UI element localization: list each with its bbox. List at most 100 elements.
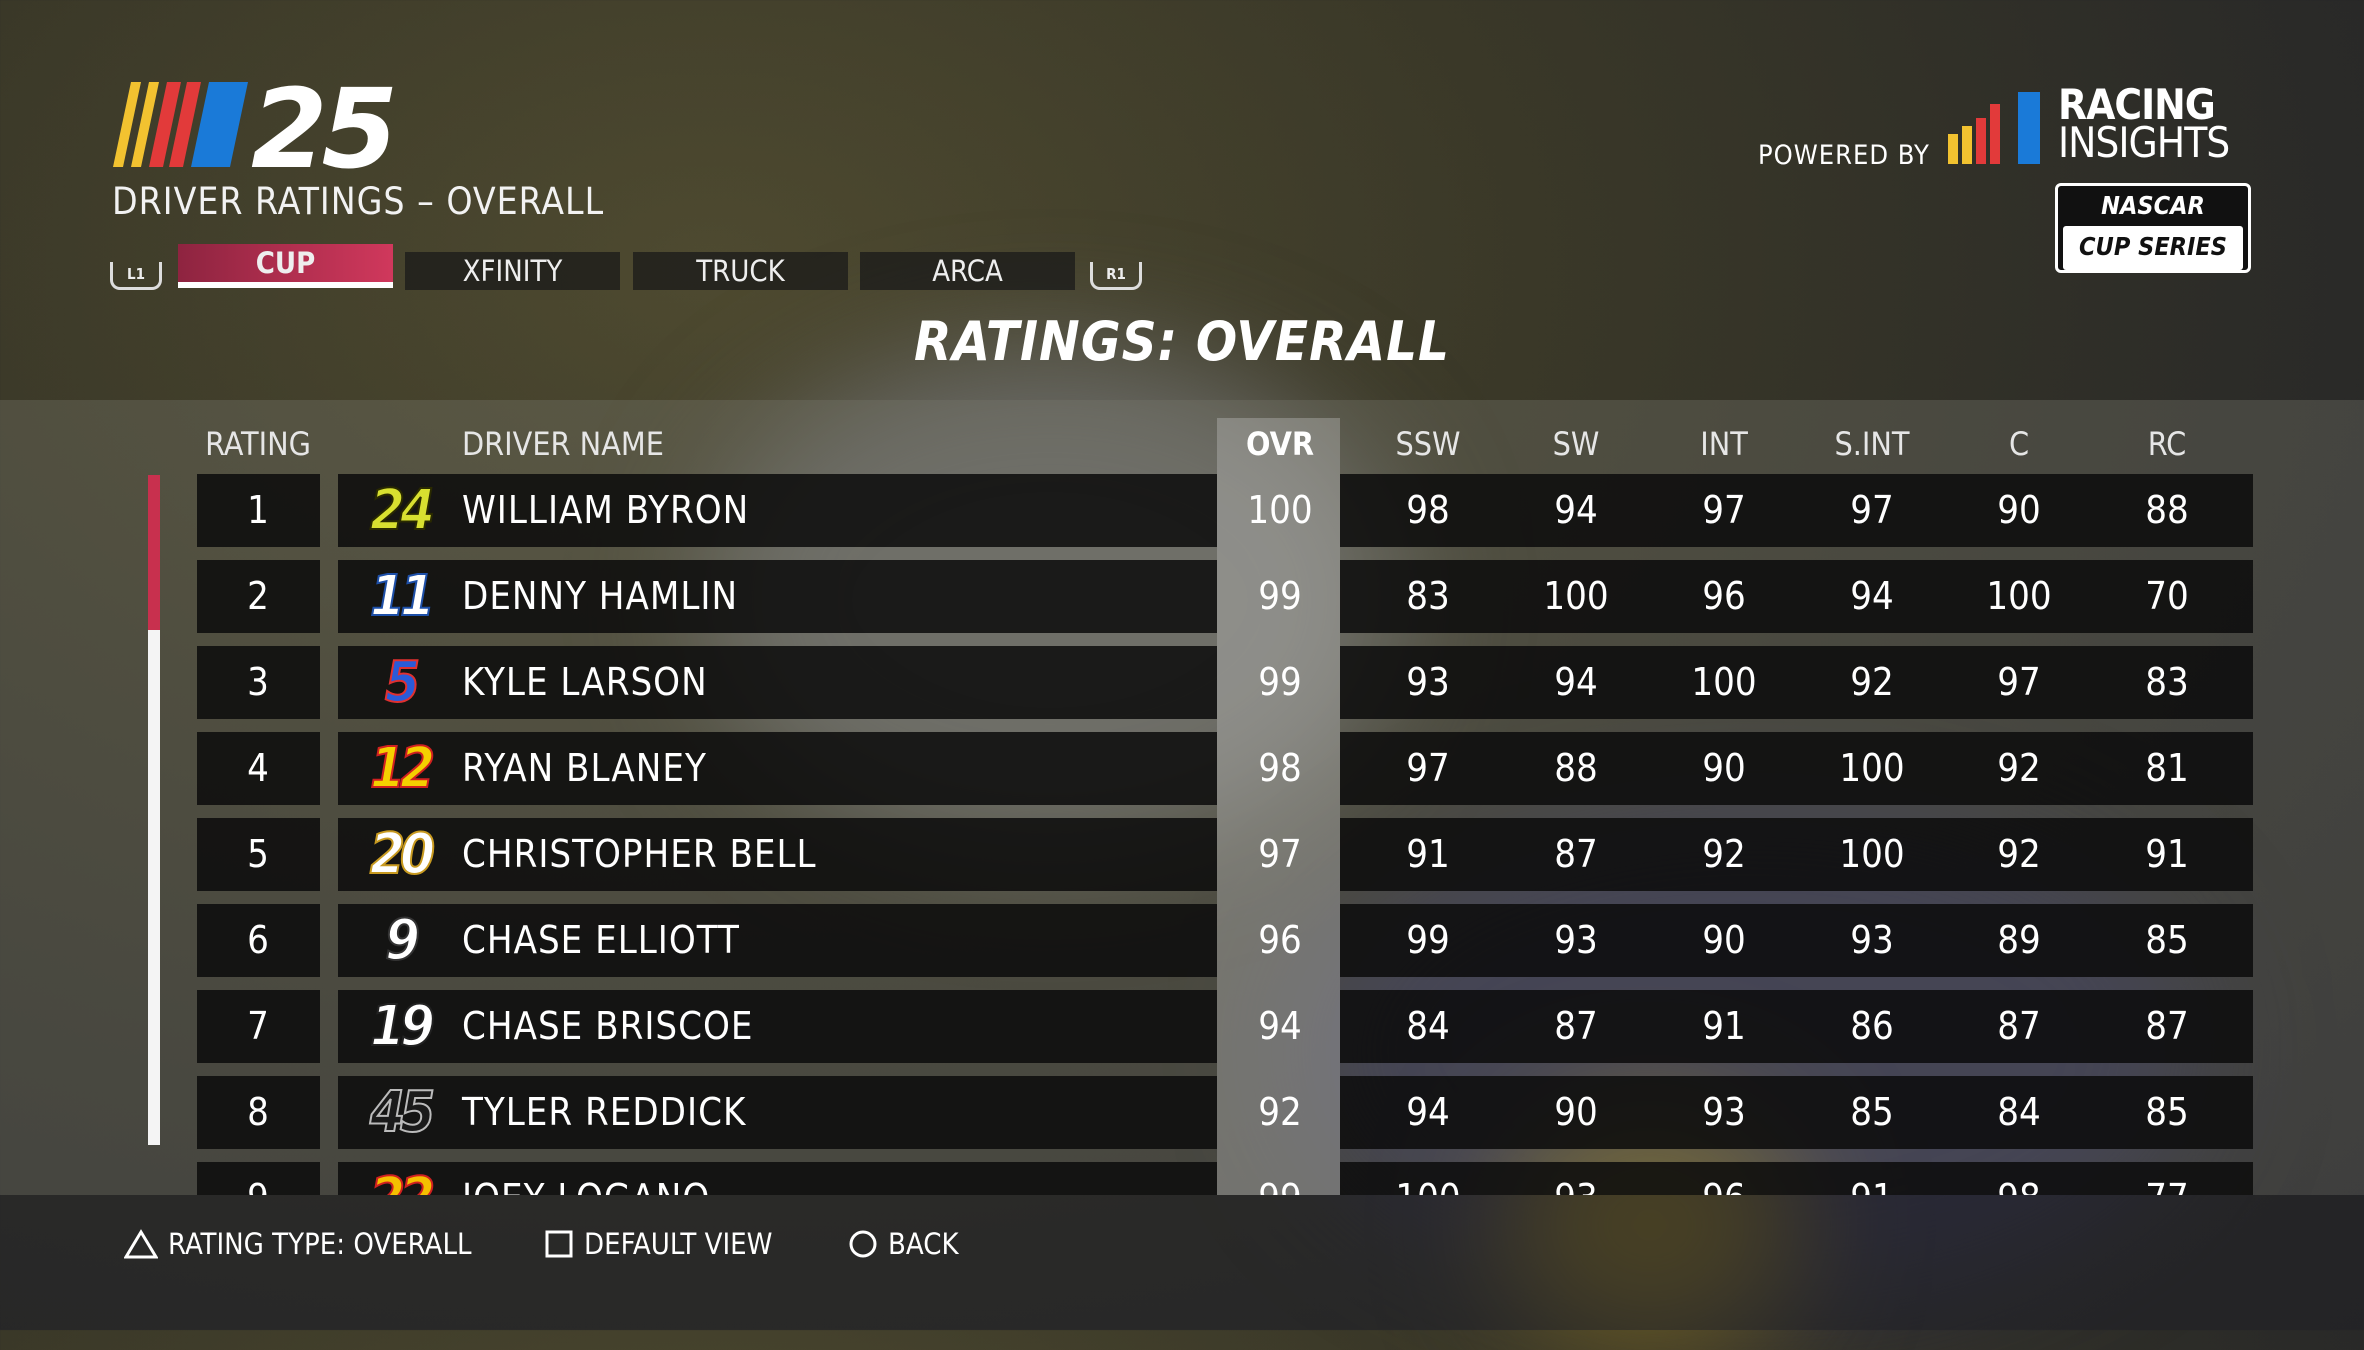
stat-ovr: 99 — [1258, 574, 1302, 618]
stat-ssw: 98 — [1406, 488, 1450, 532]
powered-by-label: POWERED BY — [1758, 140, 1930, 171]
rank-cell — [197, 1076, 320, 1149]
stat-s-int: 93 — [1850, 918, 1894, 962]
scrollbar-thumb[interactable] — [148, 475, 160, 630]
ratings-table: RATING DRIVER NAME OVR SSW SW INT S.INT … — [0, 400, 2364, 1195]
stat-ovr: 100 — [1247, 488, 1313, 532]
l1-bumper-button[interactable]: L1 — [110, 262, 162, 290]
rank: 2 — [247, 574, 269, 618]
rating-type-button[interactable]: RATING TYPE: OVERALL — [124, 1227, 472, 1261]
stat-sw: 87 — [1554, 1004, 1598, 1048]
rank-cell — [197, 818, 320, 891]
tab-arca[interactable]: ARCA — [860, 252, 1075, 290]
stat-ovr: 96 — [1258, 918, 1302, 962]
rank: 4 — [247, 746, 269, 790]
stat-c: 90 — [1997, 488, 2041, 532]
stat-sw: 100 — [1543, 574, 1609, 618]
table-row[interactable]: 3 5 KYLE LARSON 99 93 94 100 92 97 83 — [0, 646, 2364, 719]
stat-int: 90 — [1702, 918, 1746, 962]
driver-cell — [338, 818, 1217, 891]
column-header-c[interactable]: C — [2008, 425, 2030, 463]
driver-name: TYLER REDDICK — [462, 1090, 747, 1134]
stat-int: 100 — [1691, 660, 1757, 704]
driver-cell — [338, 904, 1217, 977]
column-header-sw[interactable]: SW — [1552, 425, 1600, 463]
rank: 9 — [184, 1162, 332, 1195]
tab-cup[interactable]: CUP — [178, 244, 393, 288]
rank-cell — [197, 732, 320, 805]
stat-s-int: 100 — [1839, 832, 1905, 876]
driver-cell — [338, 1076, 1217, 1149]
stat-ovr: 98 — [1258, 746, 1302, 790]
footer-controls: RATING TYPE: OVERALL DEFAULT VIEW BACK — [0, 1195, 2364, 1330]
stat-ssw: 99 — [1406, 918, 1450, 962]
racing-insights-logo: RACING INSIGHTS — [2058, 80, 2230, 167]
table-row[interactable]: 5 20 CHRISTOPHER BELL 97 91 87 92 100 92 91 — [0, 818, 2364, 891]
stat-c: 98 — [1945, 1162, 2093, 1195]
stat-int: 93 — [1702, 1090, 1746, 1134]
column-header-rc[interactable]: RC — [2147, 425, 2187, 463]
stats-cell — [1340, 904, 2253, 977]
stat-ssw: 84 — [1406, 1004, 1450, 1048]
tab-truck[interactable]: TRUCK — [633, 252, 848, 290]
scrollbar[interactable] — [148, 475, 160, 1145]
stat-c: 89 — [1997, 918, 2041, 962]
column-header-int[interactable]: INT — [1700, 425, 1748, 463]
stat-int: 90 — [1702, 746, 1746, 790]
stat-ssw: 97 — [1406, 746, 1450, 790]
car-number-icon: 22 — [355, 1167, 445, 1196]
column-header-ovr[interactable]: OVR — [1245, 425, 1315, 463]
stat-int: 91 — [1702, 1004, 1746, 1048]
rank-cell — [197, 904, 320, 977]
car-number-icon: 45 — [369, 1080, 436, 1145]
stat-rc: 88 — [2145, 488, 2189, 532]
table-row[interactable]: 2 11 DENNY HAMLIN 99 83 100 96 94 100 70 — [0, 560, 2364, 633]
tab-xfinity[interactable]: XFINITY — [405, 252, 620, 290]
stat-ovr: 99 — [1206, 1162, 1354, 1195]
stat-rc: 83 — [2145, 660, 2189, 704]
stat-sw: 88 — [1554, 746, 1598, 790]
driver-cell — [338, 732, 1217, 805]
stat-sw: 94 — [1554, 660, 1598, 704]
stats-cell — [1340, 732, 2253, 805]
driver-name: JOEY LOGANO — [462, 1162, 710, 1195]
table-row[interactable]: 4 12 RYAN BLANEY 98 97 88 90 100 92 81 — [0, 732, 2364, 805]
stat-ssw: 100 — [1354, 1162, 1502, 1195]
stat-sw: 94 — [1554, 488, 1598, 532]
stat-s-int: 100 — [1839, 746, 1905, 790]
table-row[interactable]: 7 19 CHASE BRISCOE 94 84 87 91 86 87 87 — [0, 990, 2364, 1063]
car-number-icon: 19 — [369, 994, 436, 1059]
car-number-icon: 9 — [384, 908, 421, 973]
column-header-rating[interactable]: RATING — [205, 425, 311, 463]
stats-cell — [1340, 646, 2253, 719]
rank: 8 — [247, 1090, 269, 1134]
stat-ovr: 97 — [1258, 832, 1302, 876]
ratings-title: RATINGS: OVERALL — [914, 310, 1450, 373]
stat-rc: 87 — [2145, 1004, 2189, 1048]
back-button[interactable]: BACK — [848, 1227, 959, 1261]
stat-ssw: 91 — [1406, 832, 1450, 876]
stat-rc: 85 — [2145, 918, 2189, 962]
table-row[interactable]: 6 9 CHASE ELLIOTT 96 99 93 90 93 89 85 — [0, 904, 2364, 977]
table-row[interactable]: 9 22 JOEY LOGANO 991009396919877 — [0, 1162, 2364, 1195]
stats-cell — [1340, 1162, 2253, 1195]
column-header-s-int[interactable]: S.INT — [1834, 425, 1910, 463]
stat-int: 96 — [1650, 1162, 1798, 1195]
stat-c: 87 — [1997, 1004, 2041, 1048]
column-header-ssw[interactable]: SSW — [1395, 425, 1461, 463]
stat-s-int: 85 — [1850, 1090, 1894, 1134]
stat-s-int: 94 — [1850, 574, 1894, 618]
stat-sw: 93 — [1502, 1162, 1650, 1195]
stat-rc: 91 — [2145, 832, 2189, 876]
column-header-driver-name[interactable]: DRIVER NAME — [462, 425, 664, 463]
table-row[interactable]: 8 45 TYLER REDDICK 92 94 90 93 85 84 85 — [0, 1076, 2364, 1149]
driver-cell — [338, 990, 1217, 1063]
car-number-icon: 11 — [369, 564, 436, 629]
stats-cell — [1340, 818, 2253, 891]
driver-name: DENNY HAMLIN — [462, 574, 739, 618]
default-view-button[interactable]: DEFAULT VIEW — [544, 1227, 772, 1261]
r1-bumper-button[interactable]: R1 — [1090, 262, 1142, 290]
stat-c: 100 — [1986, 574, 2052, 618]
table-row[interactable]: 1 24 WILLIAM BYRON 100 98 94 97 97 90 88 — [0, 474, 2364, 547]
driver-name: CHASE BRISCOE — [462, 1004, 754, 1048]
